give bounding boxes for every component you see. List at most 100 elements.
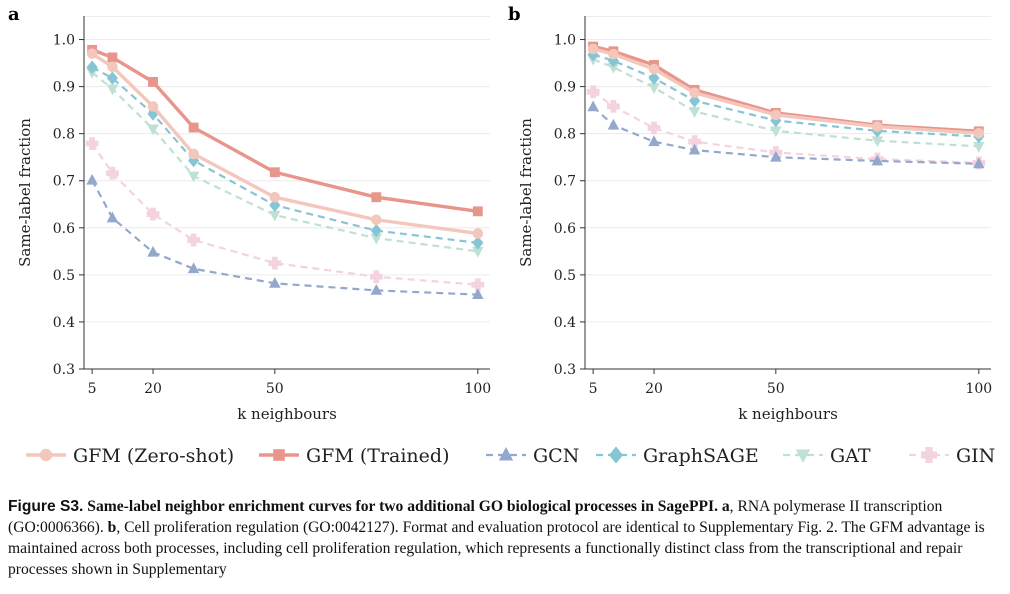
caption-title: Same-label neighbor enrichment curves fo… — [87, 498, 718, 515]
data-point — [106, 166, 119, 180]
data-point — [872, 121, 883, 132]
data-point — [688, 135, 702, 149]
legend-label: GCN — [533, 445, 579, 467]
data-point — [587, 43, 599, 55]
data-point — [370, 223, 382, 238]
series-gfm-trained — [87, 44, 483, 217]
data-point — [586, 85, 600, 99]
data-point — [147, 101, 159, 112]
data-point — [973, 127, 985, 139]
data-point — [770, 109, 782, 121]
y-tick-label: 0.8 — [53, 127, 75, 143]
data-point — [86, 60, 98, 75]
data-point — [86, 173, 98, 185]
data-point — [107, 52, 118, 63]
legend-item-gat: GAT — [783, 445, 871, 467]
y-tick-label: 0.4 — [53, 315, 75, 331]
data-point — [648, 135, 660, 147]
legend-item-graphsage: GraphSAGE — [596, 445, 759, 467]
figure-canvas: a 0.3 0.4 0.5 0.6 0.7 0.8 0.9 1.0 5 20 50 100 k neigh… — [8, 4, 995, 467]
y-tick-label: 1.0 — [53, 33, 75, 49]
panel-letter: b — [508, 4, 521, 25]
y-tick-label: 0.5 — [53, 268, 75, 284]
figure-caption: Figure S3. Same-label neighbor enrichmen… — [8, 496, 1002, 580]
x-tick-label: 50 — [266, 381, 284, 397]
series-line — [592, 44, 979, 134]
data-point — [147, 245, 159, 257]
data-point — [688, 143, 701, 155]
data-point — [269, 276, 281, 288]
data-point — [371, 192, 382, 203]
data-point — [648, 83, 660, 94]
data-point — [472, 206, 483, 217]
legend-marker — [273, 449, 285, 461]
data-point — [187, 171, 200, 183]
y-tick-label: 0.4 — [554, 315, 576, 331]
data-point — [688, 107, 701, 118]
legend-marker — [921, 447, 937, 463]
data-point — [689, 93, 701, 108]
data-point — [188, 148, 199, 160]
panel-a: a 0.3 0.4 0.5 0.6 0.7 0.8 0.9 1.0 5 20 50 100 k neigh… — [8, 4, 491, 423]
legend-item-gfm-zero-shot: GFM (Zero-shot) — [26, 445, 234, 467]
series-gcn — [86, 173, 484, 300]
data-point — [269, 210, 281, 222]
x-tick-label: 100 — [965, 381, 992, 397]
x-tick-label: 100 — [464, 381, 491, 397]
x-tick-label: 50 — [767, 381, 785, 397]
data-point — [106, 211, 119, 223]
legend-item-gcn: GCN — [486, 445, 579, 467]
legend-marker — [795, 449, 811, 463]
x-tick-label: 20 — [645, 381, 663, 397]
y-tick-label: 0.5 — [554, 268, 576, 284]
data-point — [107, 61, 118, 73]
data-point — [607, 99, 620, 113]
data-point — [471, 278, 485, 292]
legend: GFM (Zero-shot) GFM (Trained) GCN GraphSAGE… — [26, 445, 995, 467]
series-gat — [587, 54, 985, 153]
data-point — [472, 246, 484, 258]
data-point — [370, 283, 383, 295]
y-tick-label: 0.7 — [53, 174, 75, 190]
data-point — [269, 167, 280, 178]
caption-panel-a-text: , RNA polymerase II transcription (GO:00… — [8, 498, 943, 536]
legend-label: GIN — [956, 445, 995, 467]
data-point — [85, 137, 99, 150]
data-point — [587, 100, 599, 112]
legend-item-gin: GIN — [909, 445, 995, 467]
data-point — [472, 228, 484, 239]
data-point — [770, 126, 782, 138]
data-point — [973, 141, 985, 153]
y-tick-label: 0.7 — [554, 174, 576, 190]
series-gfm-zero-shot — [86, 48, 484, 239]
data-point — [472, 288, 484, 300]
caption-figure-label: Figure S3. — [8, 498, 84, 515]
data-point — [871, 154, 884, 166]
legend-label: GAT — [830, 445, 871, 467]
x-axis-title: k neighbours — [738, 405, 838, 423]
data-point — [187, 233, 201, 247]
data-point — [472, 236, 484, 250]
x-tick-label: 20 — [144, 381, 162, 397]
data-point — [148, 76, 158, 87]
y-axis-title: Same-label fraction — [16, 118, 34, 267]
data-point — [648, 71, 660, 85]
y-tick-label: 0.6 — [554, 221, 576, 237]
y-tick-label: 0.8 — [554, 127, 576, 143]
caption-panel-a-letter: a — [721, 498, 730, 515]
legend-label: GraphSAGE — [643, 445, 759, 467]
series-gfm-zero-shot — [587, 43, 985, 139]
series-gcn — [587, 100, 985, 169]
series-gat — [86, 68, 484, 258]
y-tick-label: 1.0 — [554, 33, 576, 49]
y-tick-label: 0.9 — [554, 80, 576, 96]
series-line — [91, 48, 479, 214]
data-point — [147, 124, 159, 136]
y-tick-label: 0.3 — [53, 362, 75, 378]
data-point — [187, 262, 200, 274]
y-tick-label: 0.6 — [53, 221, 75, 237]
x-tick-label: 5 — [88, 381, 97, 397]
y-axis-title: Same-label fraction — [517, 118, 535, 267]
data-point — [146, 207, 160, 221]
legend-marker — [498, 447, 514, 461]
